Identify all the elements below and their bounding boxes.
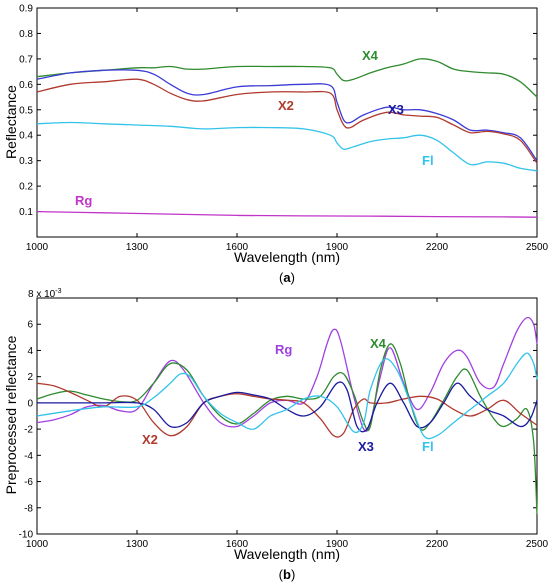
multiplier-label-b: 8 x 10-3 (28, 288, 62, 300)
x-tick-label: 2200 (426, 539, 449, 550)
series-label-a-x3: X3 (388, 102, 404, 117)
y-tick-label: 0.6 (19, 80, 33, 91)
series-label-b-rg: Rg (275, 342, 292, 357)
y-tick-label: 0.3 (19, 156, 33, 167)
y-tick-label: -4 (24, 451, 33, 462)
x-tick-label: 1300 (126, 242, 149, 253)
x-ticks-a: 1000 1300 1600 1900 2200 2500 (26, 8, 549, 253)
x-tick-label: 1000 (26, 242, 49, 253)
panel-label-b: (b) (279, 567, 296, 582)
x-tick-label: 1900 (326, 242, 349, 253)
series-line-a-rg (36, 210, 538, 218)
series-label-b-x3: X3 (358, 439, 374, 454)
y-tick-label: 6 (27, 320, 33, 331)
series-line-a-x2 (36, 78, 538, 164)
x-tick-label: 1900 (326, 539, 349, 550)
series-lines-b (36, 316, 538, 515)
y-tick-label: -8 (24, 503, 33, 514)
series-line-b-fl (36, 352, 538, 440)
series-line-b-x2 (36, 382, 538, 438)
chart-b: -10 -8 -6 -4 -2 0 2 4 6 1000 1300 1600 1900 2200 2500… (3, 288, 549, 582)
series-line-a-x3 (36, 69, 538, 162)
series-label-b-x2: X2 (142, 432, 158, 447)
series-line-b-x4 (36, 343, 538, 515)
y-tick-label: 0.5 (19, 105, 33, 116)
panel-label-a: (a) (279, 270, 295, 285)
x-tick-label: 2200 (426, 242, 449, 253)
series-label-a-rg: Rg (75, 193, 92, 208)
y-tick-label: 0.8 (19, 29, 33, 40)
x-tick-label: 2500 (526, 539, 549, 550)
y-tick-label: 0 (27, 398, 33, 409)
x-tick-label: 1300 (126, 539, 149, 550)
x-tick-label: 1000 (26, 539, 49, 550)
x-axis-label-b: Wavelength (nm) (234, 546, 340, 562)
series-line-a-x4 (36, 58, 538, 98)
y-tick-label: 0.9 (19, 4, 33, 15)
y-tick-label: 4 (27, 346, 33, 357)
series-lines-a (36, 58, 538, 218)
series-label-b-x4: X4 (370, 336, 387, 351)
x-tick-label: 1600 (226, 242, 249, 253)
series-label-a-fl: Fl (422, 153, 434, 168)
series-label-a-x2: X2 (278, 98, 294, 113)
y-tick-label: 0.2 (19, 182, 33, 193)
y-tick-label: 0.4 (19, 131, 33, 142)
y-tick-label: 2 (27, 372, 33, 383)
series-label-b-fl: Fl (422, 439, 434, 454)
y-ticks-b: -10 -8 -6 -4 -2 0 2 4 6 (19, 320, 537, 541)
x-axis-label-a: Wavelength (nm) (234, 249, 340, 265)
y-axis-label-a: Reflectance (3, 85, 19, 159)
series-line-b-x3 (36, 381, 538, 433)
chart-a: 0.1 0.2 0.3 0.4 0.5 0.6 0.7 0.8 0.9 1000 1300 1600… (3, 4, 549, 286)
y-ticks-a: 0.1 0.2 0.3 0.4 0.5 0.6 0.7 0.8 0.9 (19, 4, 537, 218)
y-tick-label: 0.7 (19, 54, 33, 65)
x-tick-label: 1600 (226, 539, 249, 550)
series-label-a-x4: X4 (362, 48, 379, 63)
x-tick-label: 2500 (526, 242, 549, 253)
plot-area-a (36, 7, 538, 238)
y-tick-label: -6 (24, 477, 33, 488)
y-axis-label-b: Preprocessed reflectance (3, 335, 19, 494)
y-tick-label: -2 (24, 425, 33, 436)
series-line-a-fl (36, 121, 538, 172)
x-ticks-b: 1000 1300 1600 1900 2200 2500 (26, 298, 549, 550)
y-tick-label: -10 (19, 530, 34, 541)
y-tick-label: 0.1 (19, 207, 33, 218)
